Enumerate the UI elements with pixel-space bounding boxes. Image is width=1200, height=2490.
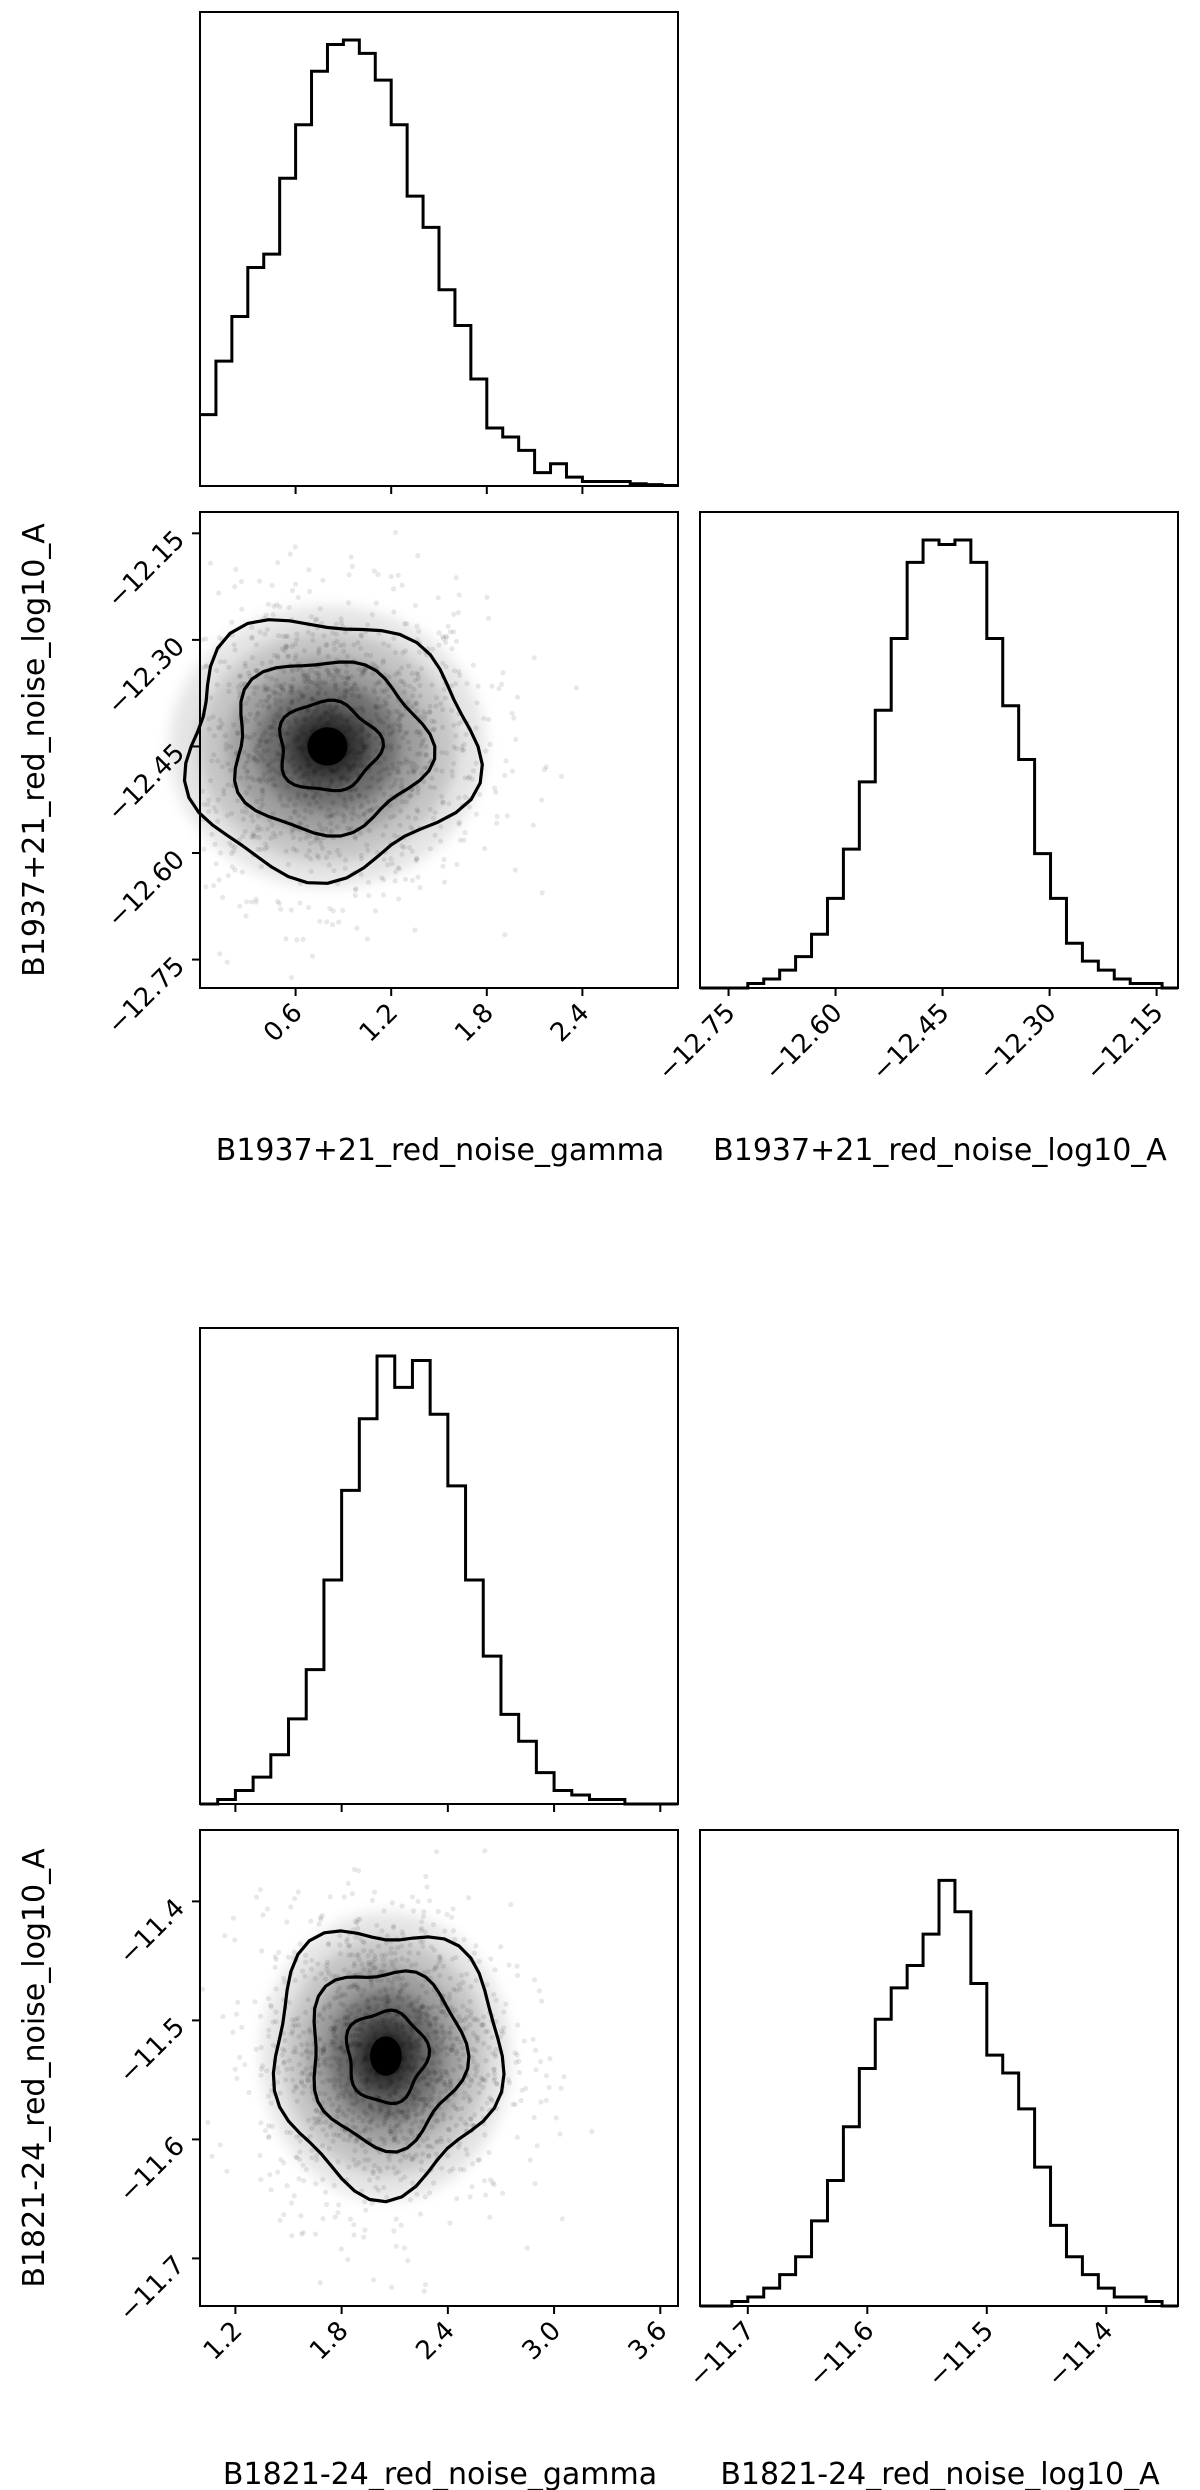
b1937-contours	[182, 618, 484, 885]
b1937-2d-density-panel: 0.6 1.2 1.8 2.4 −12.75−12.60−12.45−12.30−12…	[102, 511, 679, 1048]
log10a-tick-label: −11.5	[113, 2012, 191, 2090]
log10a-tick-label: −12.15	[1080, 998, 1169, 1087]
b1937-log10a-histogram-steps	[700, 538, 1178, 990]
b1937-gamma-histogram-steps	[200, 38, 678, 488]
log10a-tick-label: −11.7	[113, 2250, 191, 2328]
b1937-joint-ylabel: B1937+21_red_noise_log10_A	[17, 523, 52, 977]
b1821-gamma-histogram-steps	[200, 1354, 678, 1806]
contour-line	[182, 618, 484, 885]
contour-line	[271, 1929, 506, 2204]
b1821-log10a-axis-label: B1821-24_red_noise_log10_A	[720, 2457, 1160, 2490]
log10a-tick-label: −12.60	[759, 998, 848, 1087]
b1937-gamma-axis-label: B1937+21_red_noise_gamma	[216, 1133, 664, 1168]
b1937-gamma-histogram-panel	[199, 11, 679, 494]
contour-line	[233, 660, 437, 838]
gamma-tick-label: 3.6	[623, 2316, 673, 2366]
contour-line	[312, 1969, 471, 2154]
gamma-tick-label: 2.4	[410, 2316, 460, 2366]
b1821-gamma-axis-label: B1821-24_red_noise_gamma	[223, 2457, 657, 2490]
gamma-tick-label: 3.0	[517, 2316, 567, 2366]
log10a-tick-label: −11.4	[1042, 2316, 1120, 2394]
contour-line	[278, 698, 385, 793]
log10a-tick-label: −11.5	[922, 2316, 1000, 2394]
b1821-log10a-histogram-panel: −11.7 −11.6 −11.5 −11.4	[683, 1829, 1179, 2394]
b1821-gamma-histogram-panel	[199, 1327, 679, 1812]
b1937-log10a-axis-label: B1937+21_red_noise_log10_A	[713, 1133, 1167, 1168]
log10a-tick-label: −11.6	[803, 2316, 881, 2394]
log10a-tick-label: −12.60	[102, 845, 191, 934]
b1821-2d-density-panel: 1.2 1.8 2.4 3.0 3.6 −11.7 −11.6 −11.5 −11.4	[113, 1829, 679, 2366]
gamma-tick-label: 1.8	[449, 998, 499, 1048]
b1821-contours	[271, 1929, 506, 2204]
b1821-joint-ylabel: B1821-24_red_noise_log10_A	[17, 1848, 52, 2288]
density-peak	[370, 2036, 402, 2076]
log10a-tick-label: −12.75	[652, 998, 741, 1087]
log10a-tick-label: −12.45	[866, 998, 955, 1087]
log10a-tick-label: −12.30	[973, 998, 1062, 1087]
b1937-log10a-histogram-panel: −12.75 −12.60 −12.45 −12.30 −12.15	[652, 511, 1179, 1087]
log10a-tick-label: −11.6	[113, 2131, 191, 2209]
gamma-tick-label: 1.8	[304, 2316, 354, 2366]
log10a-tick-label: −12.75	[102, 951, 191, 1040]
b1821-log10a-histogram-steps	[700, 1878, 1178, 2308]
log10a-tick-label: −11.4	[113, 1893, 191, 1971]
gamma-tick-label: 1.2	[198, 2316, 248, 2366]
density-peak	[307, 727, 348, 766]
log10a-tick-label: −11.7	[683, 2316, 761, 2394]
corner-plot-b1821: 1.2 1.8 2.4 3.0 3.6 −11.7 −11.6 −11.5 −11.4 −11…	[17, 1327, 1179, 2490]
contour-line	[344, 2008, 432, 2106]
gamma-tick-label: 0.6	[258, 998, 308, 1048]
gamma-tick-label: 2.4	[545, 998, 595, 1048]
gamma-tick-label: 1.2	[354, 998, 404, 1048]
log10a-tick-label: −12.15	[102, 525, 191, 614]
corner-plot-b1937: 0.6 1.2 1.8 2.4 −12.75−12.60−12.45−12.30−12…	[17, 11, 1179, 1168]
